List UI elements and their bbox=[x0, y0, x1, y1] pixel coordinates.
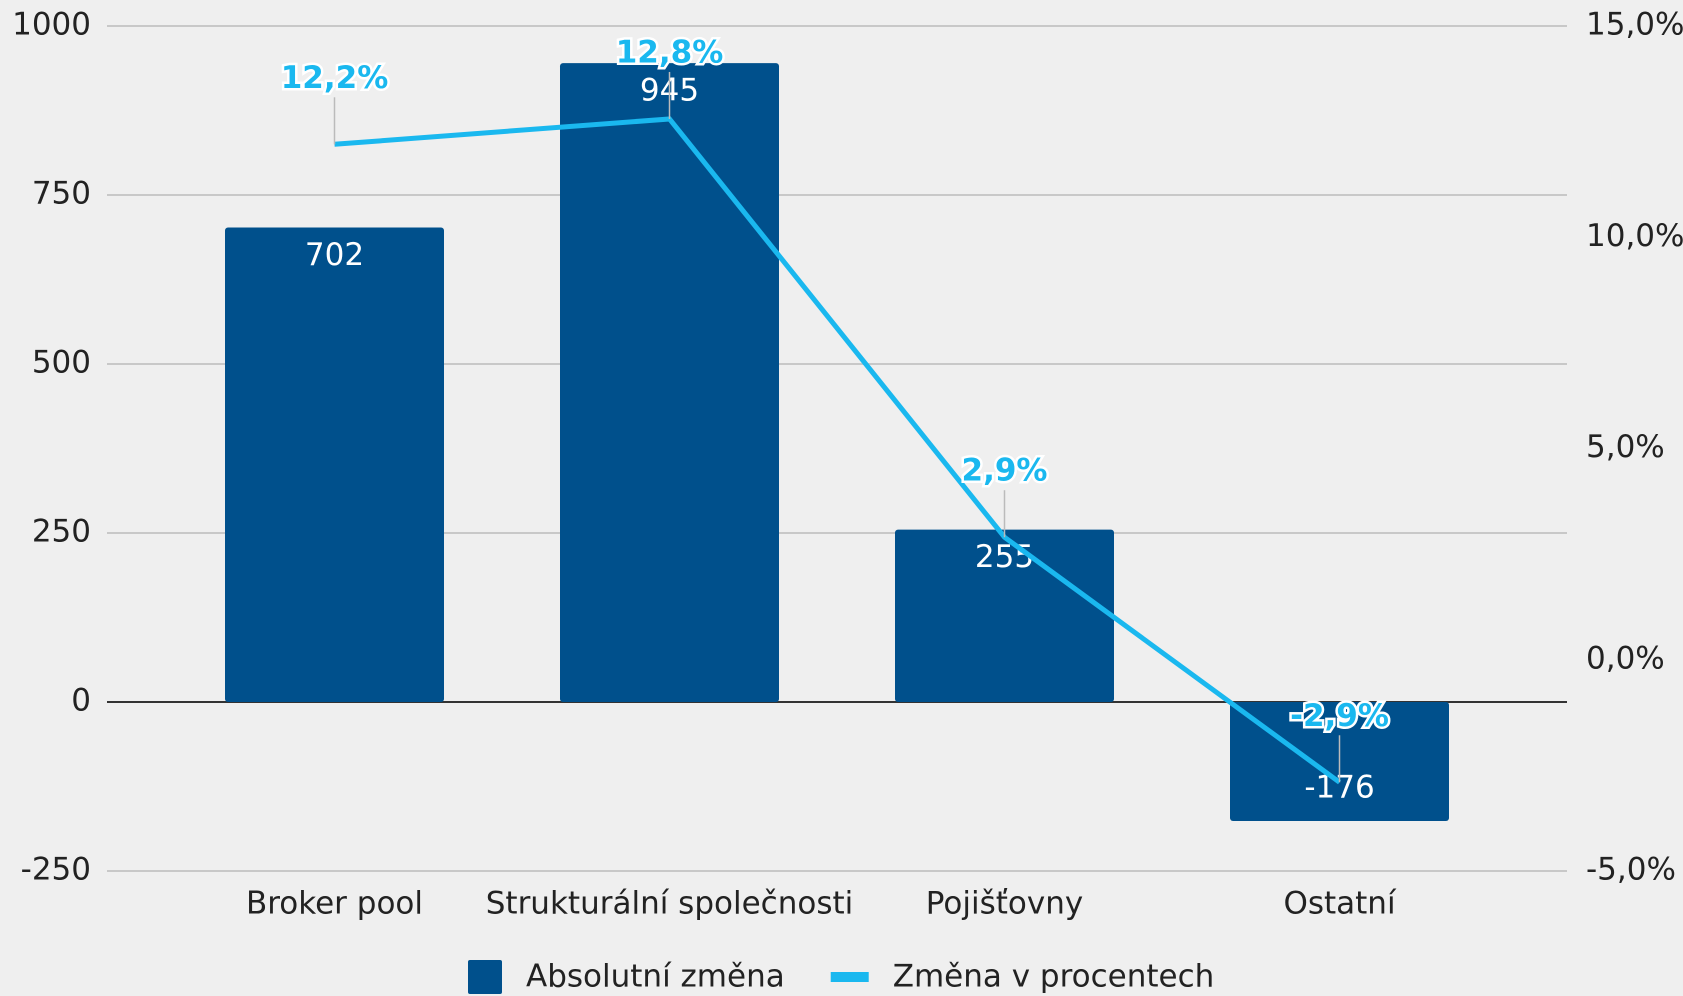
line-value-label: 12,2% bbox=[281, 60, 389, 96]
legend-swatch bbox=[468, 960, 502, 994]
bar bbox=[560, 63, 779, 703]
y2-tick-label: -5,0% bbox=[1586, 852, 1676, 888]
y-tick-label: 750 bbox=[32, 176, 91, 212]
y2-tick-label: 5,0% bbox=[1586, 429, 1665, 465]
x-tick-label: Strukturální společnosti bbox=[486, 886, 854, 922]
y-tick-label: 1000 bbox=[12, 7, 91, 43]
line-value-label: -2,9% bbox=[1290, 698, 1389, 734]
bar bbox=[895, 529, 1114, 702]
y-tick-label: 250 bbox=[32, 514, 91, 550]
x-tick-label: Ostatní bbox=[1283, 886, 1397, 922]
legend-swatch bbox=[830, 972, 869, 982]
bar bbox=[225, 227, 444, 702]
line bbox=[334, 116, 1341, 785]
line-value-label: 2,9% bbox=[962, 453, 1048, 489]
x-tick-label: Pojišťovny bbox=[926, 886, 1083, 922]
bar-value-label: 255 bbox=[975, 539, 1034, 575]
y-tick-label: -250 bbox=[21, 852, 91, 888]
y-tick-label: 500 bbox=[32, 345, 91, 381]
y2-tick-label: 15,0% bbox=[1586, 7, 1683, 43]
bar-value-label: 702 bbox=[305, 237, 364, 273]
legend-label: Změna v procentech bbox=[893, 959, 1215, 995]
y-tick-label: 0 bbox=[71, 683, 91, 719]
legend-label: Absolutní změna bbox=[526, 959, 785, 995]
line-value-label: 12,8% bbox=[616, 34, 724, 70]
x-tick-label: Broker pool bbox=[246, 886, 423, 922]
y2-tick-label: 0,0% bbox=[1586, 640, 1665, 676]
y2-tick-label: 10,0% bbox=[1586, 218, 1683, 254]
